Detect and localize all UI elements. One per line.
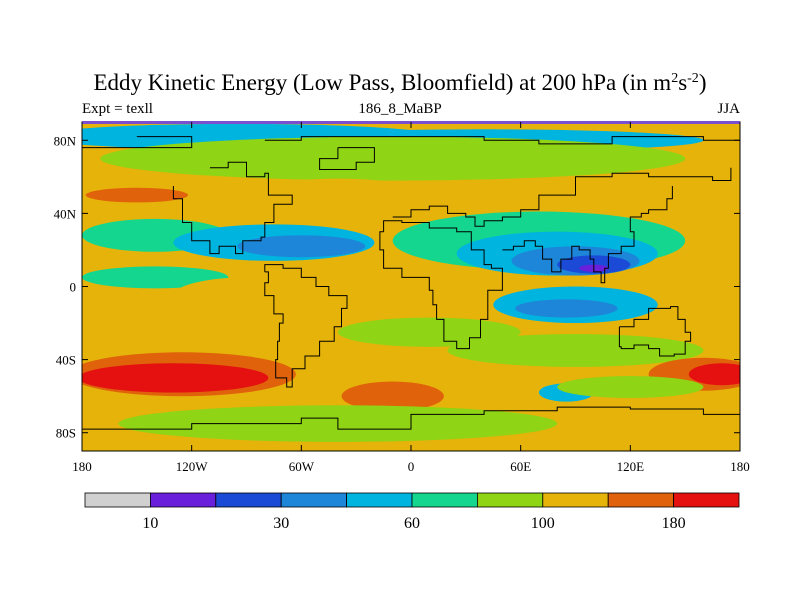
- title-superscript-1: 2: [671, 71, 679, 86]
- field-contour-16: [173, 277, 320, 314]
- colorbar-swatch-9: [673, 492, 740, 508]
- coastline-7: [502, 186, 673, 284]
- x-tick-label-6: 180: [730, 459, 750, 474]
- subtitle-season: JJA: [717, 101, 740, 117]
- colorbar-swatch-0: [84, 492, 151, 508]
- colorbar-swatch-3: [280, 492, 348, 508]
- map-plot-area: [82, 122, 740, 451]
- field-contour-15: [82, 266, 229, 289]
- colorbar-swatch-5: [411, 492, 478, 508]
- coastline-2: [319, 147, 375, 170]
- title-text: Eddy Kinetic Energy (Low Pass, Bloomfiel…: [93, 70, 672, 95]
- y-tick-label-4: 80S: [56, 426, 76, 441]
- subtitle-run-id: 186_8_MaBP: [358, 101, 442, 117]
- field-contour-29: [557, 376, 704, 398]
- x-tick-label-3: 0: [408, 459, 415, 474]
- subtitle-experiment: Expt = texll: [82, 101, 153, 117]
- title-unit-s: s: [678, 70, 688, 95]
- field-contour-5: [612, 175, 740, 208]
- x-tick-label-2: 60W: [289, 459, 315, 474]
- chart-title: Eddy Kinetic Energy (Low Pass, Bloomfiel…: [0, 70, 800, 96]
- colorbar-swatch-2: [215, 492, 282, 508]
- colorbar-swatch-4: [346, 492, 413, 508]
- colorbar-label-0: 10: [142, 515, 158, 532]
- colorbar-label-1: 30: [273, 515, 289, 532]
- coastline-1: [264, 136, 740, 145]
- title-superscript-2: -2: [687, 71, 699, 86]
- colorbar-swatch-7: [542, 492, 609, 508]
- colorbar-swatch-6: [476, 492, 544, 508]
- colorbar: 10 30 60 100 180: [84, 492, 740, 532]
- y-tick-label-0: 80N: [54, 133, 77, 148]
- coastline-8: [618, 306, 692, 357]
- coastline-4: [264, 264, 348, 388]
- coastline-6: [379, 220, 503, 350]
- field-contour-20: [337, 317, 521, 347]
- field-contour-9: [237, 235, 366, 258]
- coastline-9: [82, 406, 740, 430]
- field-contour-6: [228, 178, 448, 227]
- x-tick-label-1: 120W: [176, 459, 209, 474]
- colorbar-swatch-1: [149, 492, 217, 508]
- field-contour-25: [341, 381, 444, 411]
- coastline-0: [82, 136, 193, 149]
- title-close-paren: ): [698, 70, 707, 95]
- colorbar-label-4: 180: [662, 515, 686, 532]
- field-contour-24: [82, 363, 269, 393]
- colorbar-swatch-8: [607, 492, 675, 508]
- coastline-layer: [82, 136, 740, 430]
- field-contour-2: [100, 136, 686, 181]
- y-tick-label-2: 0: [70, 280, 77, 295]
- y-tick-label-3: 40S: [56, 353, 76, 368]
- field-contour-17: [374, 277, 521, 314]
- axes: 180 120W 60W 0 60E 120E 180 80N 40N 0 40S 80S: [54, 121, 750, 474]
- field-contour-27: [688, 363, 740, 386]
- colorbar-label-3: 100: [531, 515, 555, 532]
- x-tick-label-0: 180: [72, 459, 92, 474]
- field-contour-19: [515, 299, 618, 318]
- coastline-5: [392, 167, 732, 227]
- field-contour-4: [85, 187, 189, 203]
- x-tick-label-4: 60E: [510, 459, 531, 474]
- x-tick-label-5: 120E: [617, 459, 645, 474]
- field-contour-21: [447, 334, 704, 367]
- colorbar-label-2: 60: [404, 515, 420, 532]
- coastline-3: [172, 161, 293, 255]
- y-tick-label-1: 40N: [54, 206, 77, 221]
